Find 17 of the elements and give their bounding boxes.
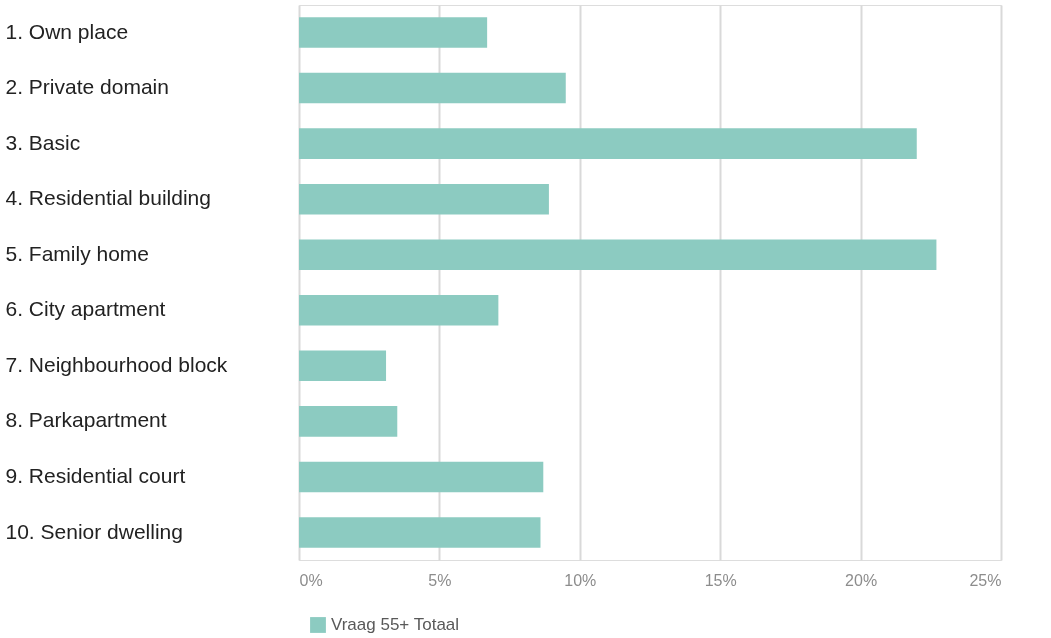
y-tick-label: 2. Private domain [5, 75, 169, 99]
y-tick-label: 6. City apartment [5, 297, 166, 321]
y-tick-label: 7. Neighbourhood block [5, 352, 228, 376]
x-tick-label: 0% [299, 571, 323, 589]
x-tick-label: 20% [845, 571, 878, 589]
y-tick-label: 10. Senior dwelling [5, 519, 183, 543]
y-tick-label: 3. Basic [5, 130, 81, 154]
y-tick-label: 8. Parkapartment [5, 408, 167, 432]
x-tick-label: 15% [704, 571, 737, 589]
y-tick-label: 5. Family home [5, 241, 150, 265]
legend-label: Vraag 55+ Totaal [331, 615, 460, 634]
x-tick-label: 25% [969, 571, 1002, 589]
y-tick-label: 1. Own place [5, 19, 129, 43]
y-tick-label: 4. Residential building [5, 186, 211, 210]
x-tick-label: 10% [564, 571, 597, 589]
x-tick-label: 5% [428, 571, 452, 589]
y-tick-label: 9. Residential court [5, 463, 186, 487]
